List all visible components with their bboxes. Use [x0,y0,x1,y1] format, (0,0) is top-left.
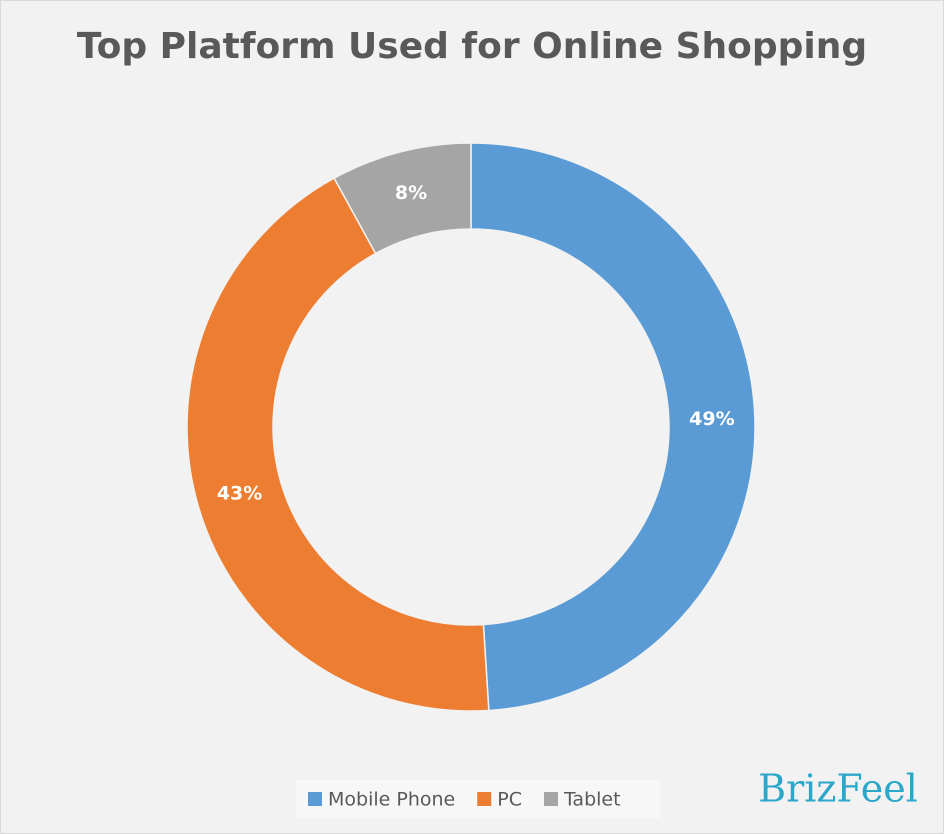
data-label: 43% [217,483,262,505]
donut-slice [470,142,756,712]
legend-label: Tablet [563,789,621,811]
chart-title: Top Platform Used for Online Shopping [77,26,867,67]
watermark: BrizFeel [758,767,918,811]
legend-swatch [308,792,322,806]
data-label: 8% [395,182,427,204]
legend-label: Mobile Phone [328,789,455,811]
donut-slice [186,177,490,712]
legend-swatch [543,792,558,806]
data-label: 49% [689,408,734,430]
legend-swatch [477,792,492,806]
donut-slice [333,142,472,255]
legend-label: PC [497,789,522,811]
